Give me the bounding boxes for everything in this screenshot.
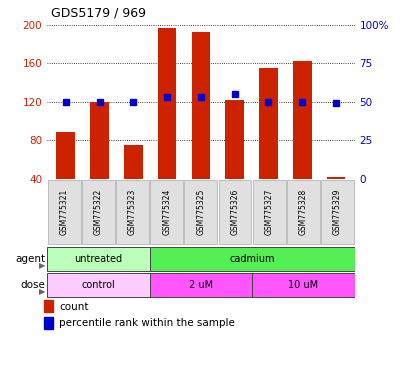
Text: GSM775328: GSM775328 — [298, 189, 307, 235]
FancyBboxPatch shape — [252, 180, 285, 245]
Text: GSM775322: GSM775322 — [94, 189, 103, 235]
Bar — [191, 32, 210, 179]
Bar — [157, 28, 176, 179]
Bar — [326, 177, 344, 179]
Bar — [124, 145, 142, 179]
FancyBboxPatch shape — [252, 273, 354, 297]
FancyBboxPatch shape — [150, 180, 183, 245]
Text: dose: dose — [20, 280, 45, 290]
FancyBboxPatch shape — [218, 180, 251, 245]
Bar — [44, 317, 52, 329]
Text: 2 uM: 2 uM — [189, 280, 212, 290]
Text: GSM775325: GSM775325 — [196, 189, 205, 235]
Text: cadmium: cadmium — [229, 254, 274, 264]
FancyBboxPatch shape — [116, 180, 148, 245]
FancyBboxPatch shape — [286, 180, 319, 245]
Text: agent: agent — [15, 254, 45, 264]
Text: percentile rank within the sample: percentile rank within the sample — [59, 318, 235, 328]
FancyBboxPatch shape — [149, 273, 252, 297]
Text: ▶: ▶ — [38, 287, 45, 296]
Bar — [258, 68, 277, 179]
Text: GSM775327: GSM775327 — [264, 189, 273, 235]
Bar — [90, 102, 108, 179]
Text: GSM775323: GSM775323 — [128, 189, 137, 235]
FancyBboxPatch shape — [149, 247, 354, 271]
FancyBboxPatch shape — [82, 180, 115, 245]
FancyBboxPatch shape — [47, 273, 149, 297]
Bar — [44, 300, 52, 313]
Text: count: count — [59, 301, 89, 312]
Text: ▶: ▶ — [38, 261, 45, 270]
Text: GSM775329: GSM775329 — [332, 189, 341, 235]
Text: control: control — [81, 280, 115, 290]
FancyBboxPatch shape — [47, 247, 149, 271]
Text: GSM775324: GSM775324 — [162, 189, 171, 235]
Bar — [56, 132, 75, 179]
FancyBboxPatch shape — [48, 180, 81, 245]
Text: GSM775321: GSM775321 — [60, 189, 69, 235]
Bar — [225, 100, 243, 179]
Bar — [292, 61, 311, 179]
Text: untreated: untreated — [74, 254, 122, 264]
FancyBboxPatch shape — [184, 180, 217, 245]
Text: GSM775326: GSM775326 — [230, 189, 239, 235]
Text: GDS5179 / 969: GDS5179 / 969 — [51, 6, 146, 19]
Text: 10 uM: 10 uM — [288, 280, 318, 290]
FancyBboxPatch shape — [320, 180, 353, 245]
